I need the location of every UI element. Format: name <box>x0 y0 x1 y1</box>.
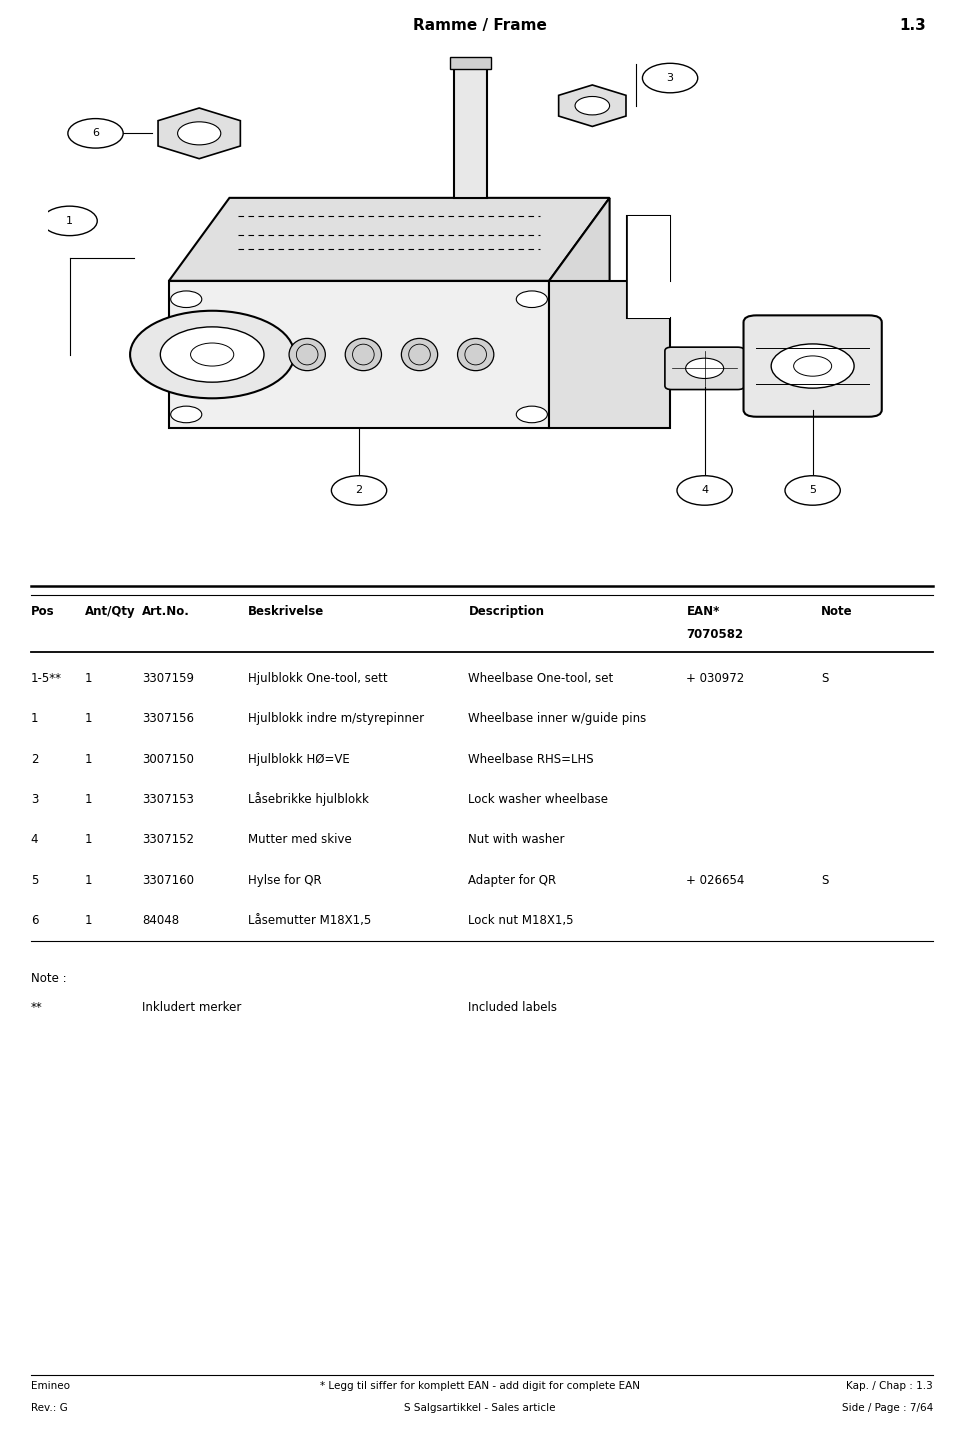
Text: 4: 4 <box>31 834 38 847</box>
Circle shape <box>575 96 610 115</box>
Circle shape <box>642 63 698 92</box>
Text: 1: 1 <box>84 834 92 847</box>
Bar <box>169 281 549 428</box>
Ellipse shape <box>346 338 381 370</box>
Ellipse shape <box>458 338 493 370</box>
Circle shape <box>160 327 264 382</box>
Bar <box>449 58 492 69</box>
Text: Wheelbase inner w/guide pins: Wheelbase inner w/guide pins <box>468 713 647 726</box>
Text: 1-5**: 1-5** <box>31 672 61 685</box>
Text: + 030972: + 030972 <box>686 672 745 685</box>
Text: 3307160: 3307160 <box>142 874 194 887</box>
Text: Included labels: Included labels <box>468 1001 558 1014</box>
Circle shape <box>171 406 202 423</box>
Text: 3307152: 3307152 <box>142 834 194 847</box>
Text: Hjulblokk HØ=VE: Hjulblokk HØ=VE <box>248 753 349 766</box>
Polygon shape <box>627 216 670 318</box>
Text: Pos: Pos <box>31 605 55 618</box>
Polygon shape <box>549 197 610 428</box>
Text: 1: 1 <box>84 793 92 806</box>
Text: Nut with washer: Nut with washer <box>468 834 565 847</box>
Text: 1: 1 <box>31 713 38 726</box>
Circle shape <box>331 475 387 505</box>
Text: Beskrivelse: Beskrivelse <box>248 605 324 618</box>
Text: 2: 2 <box>31 753 38 766</box>
Text: Kap. / Chap : 1.3: Kap. / Chap : 1.3 <box>847 1381 933 1391</box>
Text: 1: 1 <box>84 753 92 766</box>
Text: Note :: Note : <box>31 972 66 985</box>
Text: 1.3: 1.3 <box>900 17 926 33</box>
Text: 5: 5 <box>809 485 816 495</box>
Text: Låsebrikke hjulblokk: Låsebrikke hjulblokk <box>248 792 369 806</box>
Circle shape <box>171 291 202 308</box>
Text: 6: 6 <box>31 914 38 927</box>
Text: 1: 1 <box>84 874 92 887</box>
Text: 84048: 84048 <box>142 914 180 927</box>
Circle shape <box>771 344 854 389</box>
FancyBboxPatch shape <box>743 315 882 416</box>
Text: Inkludert merker: Inkludert merker <box>142 1001 242 1014</box>
Text: 4: 4 <box>701 485 708 495</box>
Text: Description: Description <box>468 605 544 618</box>
Text: Lock washer wheelbase: Lock washer wheelbase <box>468 793 609 806</box>
Text: 7070582: 7070582 <box>686 628 744 641</box>
Text: Adapter for QR: Adapter for QR <box>468 874 557 887</box>
Text: Ant/Qty: Ant/Qty <box>84 605 135 618</box>
Circle shape <box>677 475 732 505</box>
Text: Wheelbase RHS=LHS: Wheelbase RHS=LHS <box>468 753 594 766</box>
Circle shape <box>785 475 840 505</box>
Text: Låsemutter M18X1,5: Låsemutter M18X1,5 <box>248 914 371 927</box>
Text: Mutter med skive: Mutter med skive <box>248 834 351 847</box>
Text: S Salgsartikkel - Sales article: S Salgsartikkel - Sales article <box>404 1403 556 1413</box>
Ellipse shape <box>401 338 438 370</box>
Circle shape <box>516 406 547 423</box>
Text: S: S <box>821 874 828 887</box>
Text: Side / Page : 7/64: Side / Page : 7/64 <box>842 1403 933 1413</box>
FancyBboxPatch shape <box>665 347 744 390</box>
Text: Hylse for QR: Hylse for QR <box>248 874 322 887</box>
Text: Hjulblokk indre m/styrepinner: Hjulblokk indre m/styrepinner <box>248 713 423 726</box>
Ellipse shape <box>289 338 325 370</box>
Bar <box>454 59 487 197</box>
Text: Rev.: G: Rev.: G <box>31 1403 67 1413</box>
Text: 1: 1 <box>66 216 73 226</box>
Text: Art.No.: Art.No. <box>142 605 190 618</box>
Text: 3: 3 <box>31 793 38 806</box>
Circle shape <box>68 118 123 148</box>
Text: + 026654: + 026654 <box>686 874 745 887</box>
Text: EAN*: EAN* <box>686 605 720 618</box>
Text: 2: 2 <box>355 485 363 495</box>
Text: 1: 1 <box>84 914 92 927</box>
Text: 3007150: 3007150 <box>142 753 194 766</box>
Text: S: S <box>821 672 828 685</box>
Polygon shape <box>559 85 626 127</box>
Text: 1: 1 <box>84 672 92 685</box>
Text: Lock nut M18X1,5: Lock nut M18X1,5 <box>468 914 574 927</box>
Text: **: ** <box>31 1001 42 1014</box>
Text: 3307156: 3307156 <box>142 713 194 726</box>
Text: Hjulblokk One-tool, sett: Hjulblokk One-tool, sett <box>248 672 387 685</box>
Text: 3307159: 3307159 <box>142 672 194 685</box>
Text: * Legg til siffer for komplett EAN - add digit for complete EAN: * Legg til siffer for komplett EAN - add… <box>320 1381 640 1391</box>
Text: Emineo: Emineo <box>31 1381 70 1391</box>
Text: Note: Note <box>821 605 852 618</box>
Text: Wheelbase One-tool, set: Wheelbase One-tool, set <box>468 672 613 685</box>
Circle shape <box>42 206 97 236</box>
Text: 5: 5 <box>31 874 38 887</box>
Text: Ramme / Frame: Ramme / Frame <box>413 17 547 33</box>
Text: 3: 3 <box>666 73 674 84</box>
Circle shape <box>131 311 294 399</box>
Text: 1: 1 <box>84 713 92 726</box>
Text: 6: 6 <box>92 128 99 138</box>
Polygon shape <box>549 216 670 428</box>
Circle shape <box>178 122 221 145</box>
Circle shape <box>685 359 724 379</box>
Text: 3307153: 3307153 <box>142 793 194 806</box>
Polygon shape <box>169 197 610 281</box>
Circle shape <box>516 291 547 308</box>
Polygon shape <box>158 108 240 158</box>
